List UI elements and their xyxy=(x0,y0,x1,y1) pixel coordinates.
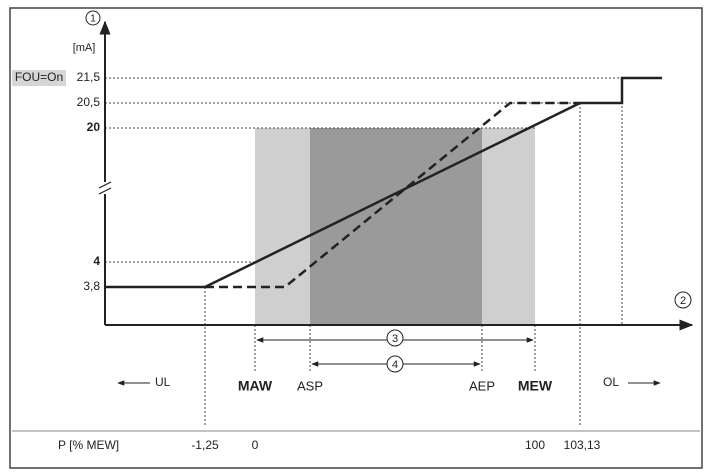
range-label: UL xyxy=(155,375,171,389)
dimension-label: 3 xyxy=(392,333,398,345)
marker-circle xyxy=(386,355,404,373)
scale-value: 103,13 xyxy=(564,438,601,452)
dimension-label: 4 xyxy=(392,359,398,371)
marker-circle xyxy=(674,291,692,309)
scale-label: P [% MEW] xyxy=(58,438,119,452)
axis-break xyxy=(98,181,112,195)
point-label: MEW xyxy=(518,378,553,394)
y-label: 3,8 xyxy=(83,279,100,293)
marker-circle xyxy=(85,10,101,26)
solid-curve xyxy=(105,76,662,289)
point-label: MAW xyxy=(238,378,273,394)
marker-circle xyxy=(386,329,404,347)
scale-value: -1,25 xyxy=(191,438,219,452)
y-marker: 1 xyxy=(90,14,96,25)
scale-value: 100 xyxy=(525,438,545,452)
point-label: ASP xyxy=(297,378,323,393)
y-label: 20,5 xyxy=(77,95,101,109)
frame xyxy=(9,7,703,469)
y-label: 20 xyxy=(87,120,101,134)
y-label: 21,5 xyxy=(77,70,101,84)
guides xyxy=(105,77,623,425)
x-marker: 2 xyxy=(680,295,686,307)
dashed-curve xyxy=(205,101,580,289)
point-label: AEP xyxy=(469,378,495,393)
range-label: OL xyxy=(603,375,619,389)
range-dark xyxy=(310,128,482,325)
scale-value: 0 xyxy=(252,438,259,452)
y-unit: [mA] xyxy=(73,42,96,54)
y-label: 4 xyxy=(93,254,100,268)
fou-box xyxy=(12,70,66,86)
fou-label: FOU=On xyxy=(15,70,63,84)
